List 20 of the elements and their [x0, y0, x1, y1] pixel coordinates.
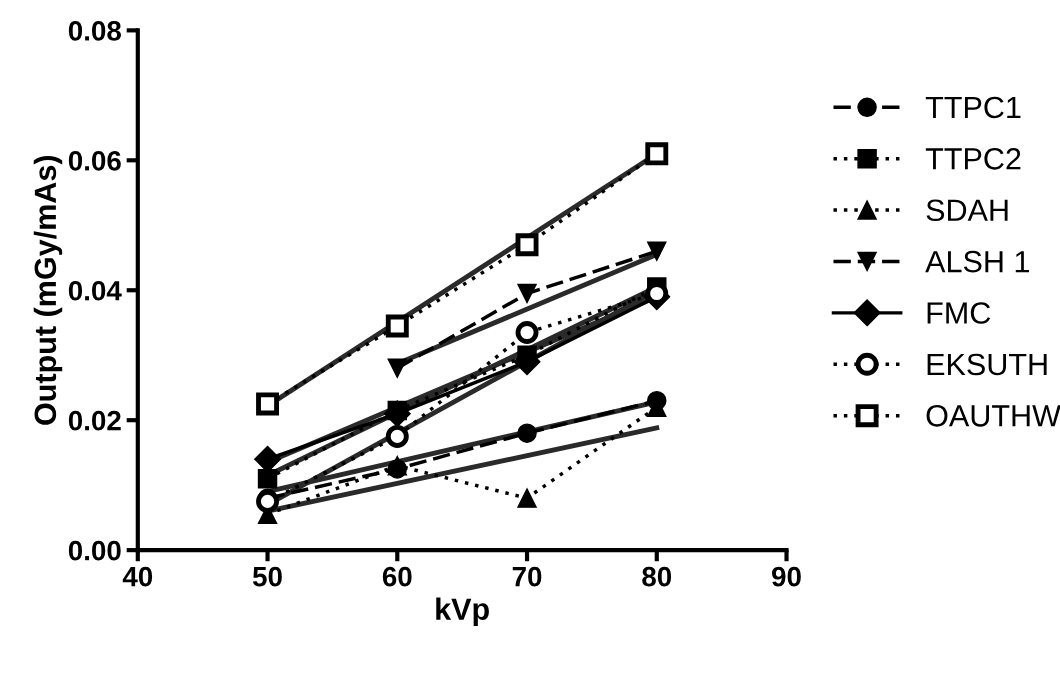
y-tick-label: 0.08 [68, 21, 121, 41]
x-tick-label: 70 [512, 566, 542, 587]
x-tick-label: 60 [382, 566, 412, 587]
y-tick-label: 0.04 [68, 280, 122, 301]
x-tick-label: 50 [252, 566, 282, 587]
y-axis-title: Output (mGy/mAs) [33, 155, 63, 425]
legend-label: TTPC1 [925, 96, 1021, 119]
legend-label: EKSUTH [927, 353, 1047, 376]
legend-label: TTPC2 [925, 148, 1021, 170]
legend-label: SDAH [926, 199, 1008, 222]
x-tick-label: 40 [122, 566, 153, 587]
x-axis-title: kVp [436, 597, 489, 627]
legend-label: FMC [927, 302, 991, 324]
y-tick-label: 0.00 [68, 540, 121, 561]
x-tick-label: 80 [642, 566, 672, 587]
y-tick-label: 0.06 [68, 150, 121, 171]
y-tick-label: 0.02 [68, 410, 121, 431]
legend-label: ALSH 1 [925, 250, 1029, 273]
x-tick-label: 90 [772, 566, 801, 587]
legend-label: OAUTHW [926, 405, 1060, 427]
